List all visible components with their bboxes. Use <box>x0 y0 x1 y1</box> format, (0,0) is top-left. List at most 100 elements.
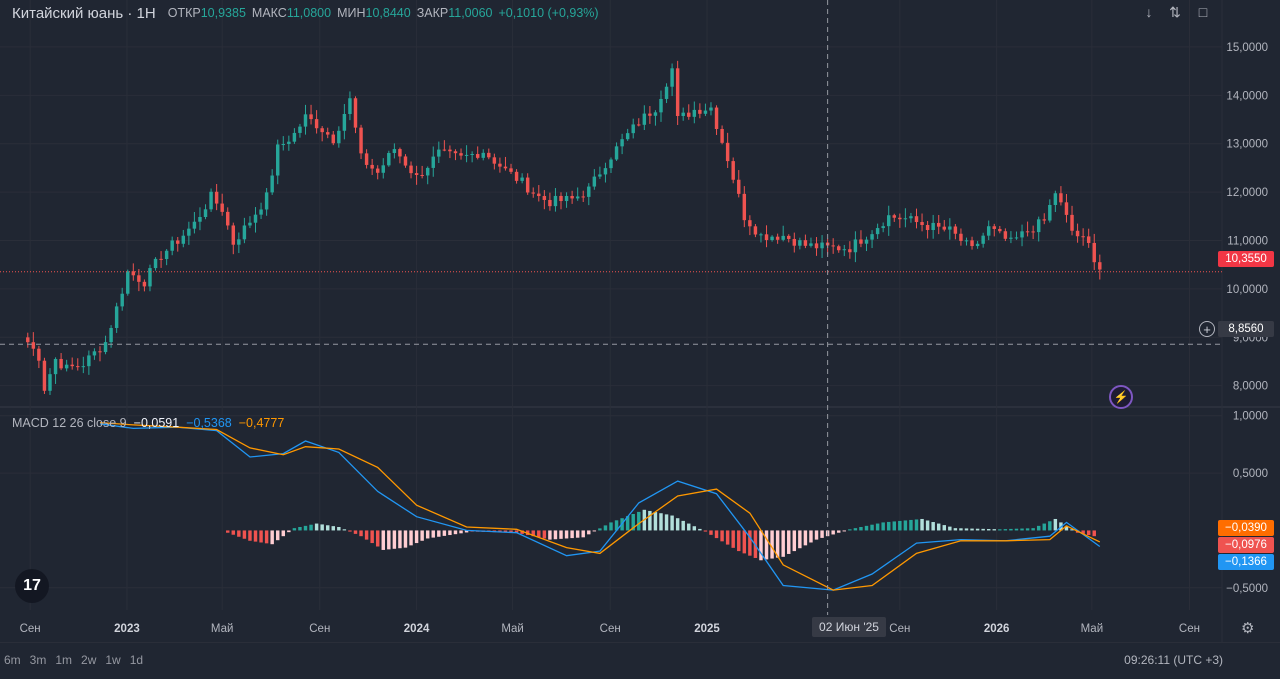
histogram-bar <box>603 525 608 531</box>
candle-body <box>798 240 802 246</box>
histogram-bar <box>798 530 802 549</box>
candle <box>409 161 413 179</box>
candle-body <box>720 128 724 143</box>
candle <box>742 186 747 228</box>
candle-body <box>620 139 624 147</box>
symbol-title[interactable]: Китайский юань · 1Н <box>12 4 156 22</box>
candle-body <box>759 234 763 236</box>
timeframe-1w[interactable]: 1w <box>105 653 121 667</box>
candle-body <box>314 119 319 129</box>
histogram-bar <box>714 530 719 539</box>
candle-body <box>1020 231 1024 238</box>
candle-body <box>920 222 924 225</box>
fullscreen-icon[interactable]: □ <box>1198 4 1208 20</box>
candle <box>470 151 474 163</box>
candle-body <box>1014 237 1019 239</box>
candle-body <box>403 156 408 166</box>
candle <box>809 237 813 248</box>
candle <box>364 149 369 169</box>
candle <box>770 235 774 242</box>
candle-body <box>353 98 358 128</box>
candle <box>1042 213 1046 225</box>
candle <box>170 236 174 256</box>
macd-legend-name[interactable]: MACD 12 26 close 9 <box>12 416 127 430</box>
histogram-bar <box>981 528 985 531</box>
candle-body <box>370 164 374 169</box>
open-value: 10,9385 <box>200 6 246 20</box>
candle <box>198 207 202 231</box>
lightning-icon[interactable]: ⚡ <box>1109 385 1133 409</box>
candle-body <box>226 211 230 226</box>
candle <box>909 212 913 223</box>
candle <box>903 208 908 228</box>
macd-hist-badge: −0,0390 <box>1218 520 1274 536</box>
add-alert-icon[interactable]: + <box>1199 321 1215 337</box>
macd-tick-label: −0,5000 <box>1226 583 1268 595</box>
candle-body <box>98 351 102 353</box>
candle <box>464 145 469 163</box>
candle-body <box>709 107 713 111</box>
histogram-bar <box>253 530 258 542</box>
gear-icon[interactable]: ⚙ <box>1241 620 1255 637</box>
candle-body <box>742 193 747 221</box>
histogram-bar <box>370 530 374 544</box>
histogram-bar <box>625 516 630 531</box>
bottom-toolbar: 6m 3m 1m 2w 1w 1d 09:26:11 (UTC +3) <box>0 642 1280 679</box>
histogram-bar <box>875 523 880 531</box>
candle-body <box>1042 219 1046 221</box>
candle-body <box>998 228 1002 232</box>
histogram-bar <box>992 529 996 531</box>
collapse-icon[interactable]: ⇅ <box>1169 4 1181 20</box>
histogram-bar <box>792 530 797 552</box>
timeframe-2w[interactable]: 2w <box>81 653 97 667</box>
candle <box>942 220 946 232</box>
candle <box>253 207 258 233</box>
histogram-bar <box>1081 530 1085 534</box>
close-value: 11,0060 <box>448 6 493 20</box>
candle <box>653 110 658 126</box>
grid <box>0 406 1280 408</box>
price-tick-label: 14,0000 <box>1226 90 1268 102</box>
histogram-bar <box>664 514 669 531</box>
candle-body <box>475 154 480 158</box>
histogram-bar <box>320 524 324 531</box>
clock[interactable]: 09:26:11 (UTC +3) <box>1124 653 1223 667</box>
candle <box>53 357 58 384</box>
candle <box>648 106 652 124</box>
histogram-bar <box>909 519 913 531</box>
histogram-bar <box>1092 530 1096 537</box>
candle-body <box>481 152 485 158</box>
histogram-bar <box>520 530 524 534</box>
candle-body <box>126 271 130 294</box>
candle <box>1031 225 1035 240</box>
candle-body <box>537 193 541 197</box>
candle <box>398 147 402 164</box>
candle <box>848 241 852 259</box>
timeframe-6m[interactable]: 6m <box>4 653 21 667</box>
arrow-down-icon[interactable]: ↓ <box>1145 4 1153 20</box>
high-value: 11,0800 <box>286 6 332 20</box>
price-legend: Китайский юань · 1Н ОТКР 10,9385 МАКС 11,0… <box>12 4 599 22</box>
timeframe-3m[interactable]: 3m <box>29 653 47 667</box>
candle-body <box>364 153 369 165</box>
tradingview-logo-icon[interactable]: 17 <box>15 569 49 603</box>
candle-body <box>1086 236 1091 243</box>
candle-body <box>1053 193 1058 205</box>
timeframe-1d[interactable]: 1d <box>129 653 144 667</box>
price-tick-label: 11,0000 <box>1227 235 1268 247</box>
histogram-bar <box>975 528 980 531</box>
candle <box>981 232 985 248</box>
candle <box>703 103 708 117</box>
candle-body <box>637 124 641 126</box>
histogram-bar <box>287 530 291 533</box>
change-value: +0,1010 (+0,93%) <box>498 6 599 20</box>
candle-body <box>120 293 124 307</box>
histogram-bar <box>931 522 935 531</box>
timeframe-1m[interactable]: 1m <box>55 653 73 667</box>
candle-body <box>559 195 563 202</box>
histogram-bar <box>1009 528 1013 531</box>
candle <box>231 222 236 255</box>
price-tick-label: 15,0000 <box>1226 42 1268 54</box>
candle <box>448 145 452 159</box>
